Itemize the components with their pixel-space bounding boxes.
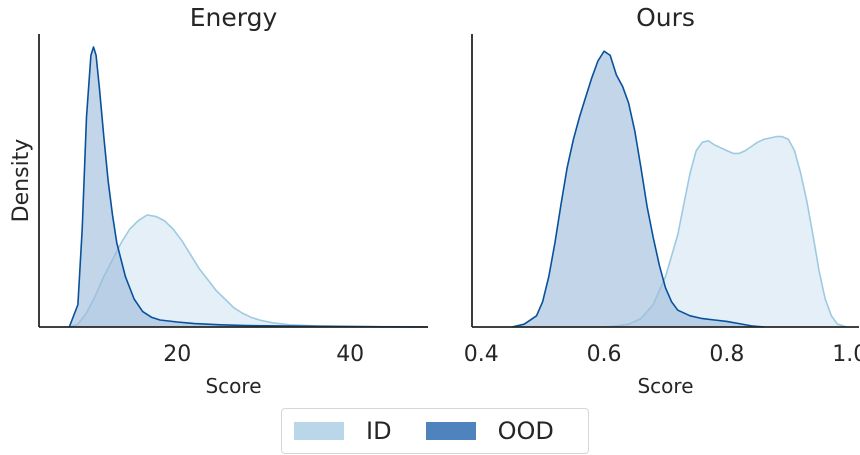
x-tick-label-panel-1: 0.4 xyxy=(464,342,499,367)
density-line-ood-panel-0 xyxy=(68,46,429,328)
density-chart: 20 40 Energy Score Density 0.4 0.6 0.8 1.0 Ours Sc… xyxy=(9,3,860,398)
density-area-ood-panel-0 xyxy=(69,47,429,327)
panel-title-0: Energy xyxy=(190,3,278,32)
x-tick-label-panel-1: 1.0 xyxy=(832,342,860,367)
x-axis-label-panel-0: Score xyxy=(205,374,261,398)
density-line-id-panel-1 xyxy=(604,135,847,328)
x-tick-label-panel-1: 0.8 xyxy=(709,342,744,367)
density-area-ood-panel-1 xyxy=(511,51,764,327)
legend-label-id: ID xyxy=(366,417,392,445)
ood-swatch xyxy=(425,422,476,440)
density-line-ood-panel-1 xyxy=(511,50,764,328)
density-area-id-panel-0 xyxy=(69,215,429,327)
legend: ID OOD xyxy=(281,408,589,454)
legend-item-ood: OOD xyxy=(425,417,554,445)
x-axis-label-panel-1: Score xyxy=(637,374,693,398)
id-swatch xyxy=(294,422,344,440)
x-tick-label-panel-0: 20 xyxy=(163,342,191,367)
y-axis-label: Density xyxy=(9,139,34,223)
legend-label-ood: OOD xyxy=(497,417,554,445)
x-tick-label-panel-0: 40 xyxy=(336,342,364,367)
legend-item-id: ID xyxy=(294,417,392,445)
panel-title-1: Ours xyxy=(636,3,695,32)
x-tick-label-panel-1: 0.6 xyxy=(587,342,622,367)
